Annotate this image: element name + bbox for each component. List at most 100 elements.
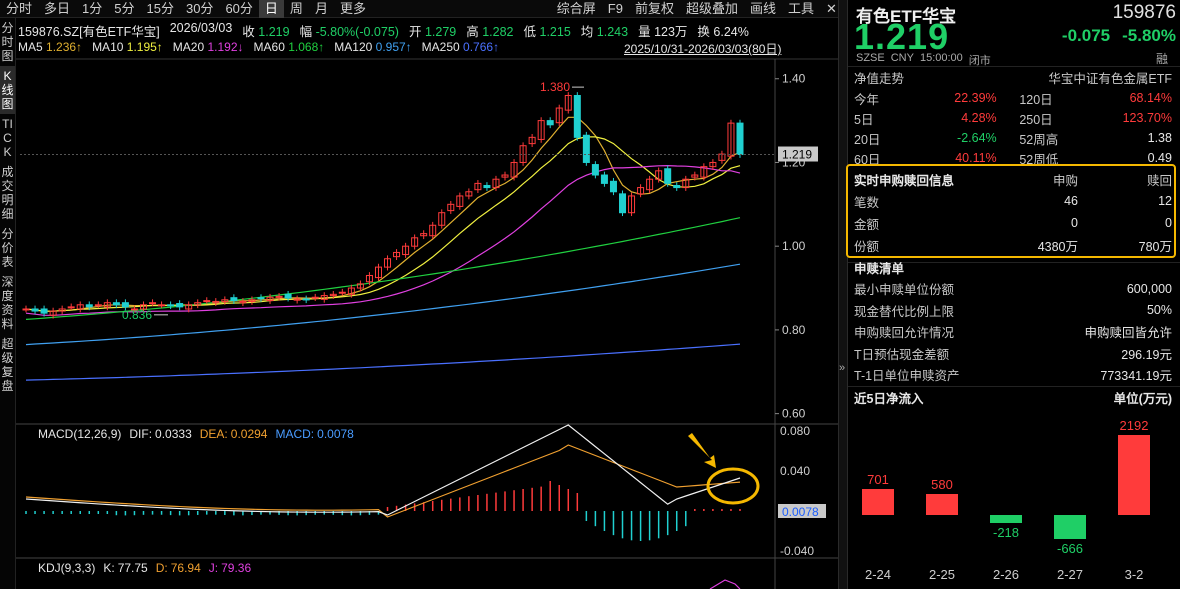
candle-body (221, 299, 229, 302)
candle-body (411, 237, 419, 247)
sidebar-view-tab[interactable]: 分价表 (1, 227, 14, 269)
macd-tick-label: -0.040 (780, 544, 814, 558)
list-label: 最小申赎单位份额 (854, 283, 955, 298)
candle-body (492, 178, 500, 189)
etf-info-panel: 有色ETF华宝 159876 1.219 -0.075 -5.80% SZSE C… (848, 0, 1180, 589)
candle-body (185, 304, 193, 310)
netflow-value-label: -666 (1056, 541, 1084, 557)
candle-body (591, 164, 599, 176)
candle-body (311, 296, 319, 299)
netflow-date-label: 3-2 (1124, 567, 1144, 582)
candle-body (293, 298, 301, 301)
open-value: 1.279 (424, 25, 457, 39)
period-tab[interactable]: 15分 (146, 0, 174, 16)
price-tick-label: 1.40 (782, 72, 806, 86)
period-tab[interactable]: 1分 (82, 0, 103, 16)
period-tab[interactable]: 更多 (339, 0, 366, 16)
candle-body (619, 193, 627, 214)
perf-value: 40.11% (955, 151, 997, 165)
price-change-pct: -5.80% (1122, 26, 1176, 45)
kdj-legend: KDJ(9,3,3) K: 77.75 D: 76.94 J: 79.36 (38, 561, 251, 575)
period-toolbar: 分时 多日 1分 5分 15分 30分 60分日周月更多 综合屏 F9 前复权 超级叠加 画线 工具 ✕ (0, 0, 838, 18)
netflow-value-label: -218 (992, 524, 1020, 540)
perf-value: 68.14% (1129, 91, 1172, 105)
period-tab[interactable]: 日 (258, 0, 284, 18)
candle-body (22, 308, 30, 311)
macd-legend-part: 0.0294 (231, 427, 268, 441)
margin-badge: 融 (1155, 52, 1168, 66)
candle-body (212, 300, 220, 304)
netflow-date-label: 2-25 (928, 567, 956, 582)
period-tab[interactable]: 多日 (44, 0, 71, 16)
perf-value: 4.28% (961, 111, 997, 125)
candle-body (85, 304, 93, 308)
candle-body (203, 300, 211, 303)
list-value: 50% (1146, 303, 1172, 318)
ma-indicator: MA20 1.192↓ (173, 40, 244, 56)
price-change: -0.075 (1061, 26, 1111, 45)
macd-legend: MACD(12,26,9) DIF: 0.0333 DEA: 0.0294 MACD: 0.… (38, 427, 354, 441)
sidebar-view-tab[interactable]: K线图 (0, 66, 15, 114)
period-tab[interactable]: 分时 (6, 0, 33, 16)
period-tab[interactable]: 60分 (225, 0, 253, 16)
turnover-value: 6.24% (713, 25, 749, 39)
high-annotation: 1.380 (540, 80, 570, 94)
toolbar-action[interactable]: 前复权 (634, 0, 674, 16)
price-tick-label: 0.60 (782, 407, 806, 421)
nav-title[interactable]: 净值走势 (854, 72, 905, 86)
period-tab[interactable]: 5分 (114, 0, 135, 16)
macd-tick-label: 0.080 (780, 424, 810, 438)
candle-body (167, 304, 175, 307)
collapse-arrow-icon[interactable]: » (839, 362, 846, 374)
candle-body (149, 302, 157, 305)
close-icon[interactable]: ✕ (826, 0, 837, 16)
list-row: T-1日单位申赎资产 773341.19元 (848, 364, 1180, 386)
kline-chart[interactable]: 1.401.201.000.800.601.3800.8361.219MACD(… (0, 0, 848, 589)
toolbar-action[interactable]: F9 (607, 0, 623, 16)
netflow-date-label: 2-27 (1056, 567, 1084, 582)
performance-table: 今年 22.39% 120日 68.14% 5日 4.28% 250日 123.70% 20日 -… (848, 88, 1180, 168)
sidebar-view-tab[interactable]: 分时图 (1, 21, 14, 63)
sidebar-view-tab[interactable]: TICK (2, 117, 13, 159)
perf-row: 今年 22.39% 120日 68.14% (848, 88, 1180, 108)
date-range[interactable]: 2025/10/31-2026/03/03(80日) (624, 42, 782, 56)
sidebar-view-tab[interactable]: 深度资料 (1, 275, 14, 331)
ma-value: 1.192↓ (207, 40, 244, 54)
panel-splitter[interactable]: » (838, 0, 848, 589)
low-annotation: 0.836 (122, 308, 152, 322)
toolbar-action[interactable]: 工具 (787, 0, 814, 16)
toolbar-action[interactable]: 综合屏 (556, 0, 596, 16)
rt-row-label: 笔数 (854, 195, 880, 210)
rt-row: 份额 4380万 780万 (848, 234, 1180, 256)
period-tab[interactable]: 30分 (185, 0, 214, 16)
open-label: 开 (408, 25, 422, 39)
period-tab[interactable]: 月 (314, 0, 328, 16)
meta-item: CNY (890, 52, 914, 64)
perf-value: 1.38 (1147, 131, 1172, 145)
list-row: T日预估现金差额 296.19元 (848, 343, 1180, 365)
highlight-arrow-icon (688, 433, 716, 468)
toolbar-action[interactable]: 超级叠加 (685, 0, 738, 16)
kdj-legend-part: KDJ(9,3,3) (38, 561, 95, 575)
perf-label: 52周低 (1019, 152, 1059, 167)
ma-line (25, 263, 741, 346)
candle-body (402, 245, 410, 256)
close-value: 1.219 (258, 25, 290, 39)
ma-line (25, 136, 741, 312)
sidebar-view-tab[interactable]: 成交明细 (1, 165, 14, 221)
kdj-legend-part: 79.36 (221, 561, 251, 575)
perf-label: 今年 (854, 92, 880, 107)
candle-body (58, 308, 66, 312)
rt-row-label: 金额 (854, 217, 880, 232)
toolbar-action[interactable]: 画线 (749, 0, 776, 16)
quote-info-bar: 159876.SZ[有色ETF华宝] 2026/03/03 收 1.219 幅 … (18, 21, 838, 39)
candle-body (158, 304, 166, 307)
period-tab[interactable]: 周 (289, 0, 303, 16)
volume-label: 量 (638, 25, 651, 39)
candle-body (736, 122, 744, 156)
ma-indicator: MA120 0.957↑ (334, 40, 411, 56)
avg-label: 均 (580, 25, 594, 39)
meta-item: 15:00:00 (919, 52, 963, 64)
etf-code: 159876 (1112, 2, 1176, 23)
sidebar-view-tab[interactable]: 超级复盘 (1, 337, 14, 393)
